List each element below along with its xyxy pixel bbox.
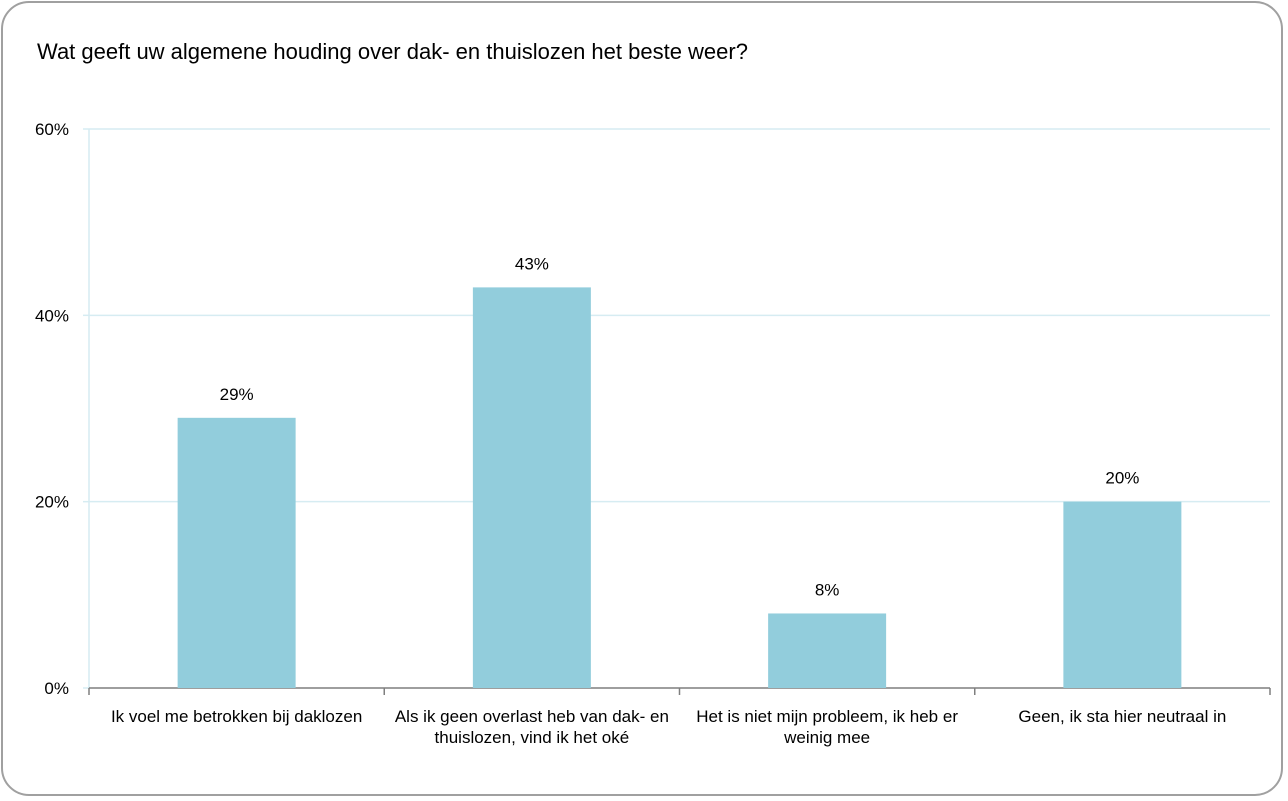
category-label: Het is niet mijn probleem, ik heb er wei… <box>696 707 958 747</box>
category-label: Als ik geen overlast heb van dak- en thu… <box>394 707 669 747</box>
data-label: 29% <box>220 385 254 404</box>
y-tick-label: 0% <box>44 679 69 698</box>
y-tick-label: 20% <box>35 493 69 512</box>
y-tick-label: 40% <box>35 306 69 325</box>
bar <box>472 287 591 688</box>
bar <box>1063 501 1182 688</box>
bar <box>177 417 296 688</box>
data-label: 43% <box>515 254 549 273</box>
chart-title: Wat geeft uw algemene houding over dak- … <box>37 39 748 64</box>
data-label: 8% <box>815 580 840 599</box>
data-label: 20% <box>1105 469 1139 488</box>
category-label: Ik voel me betrokken bij daklozen <box>110 707 363 726</box>
y-tick-label: 60% <box>35 120 69 139</box>
category-label: Geen, ik sta hier neutraal in <box>1018 707 1227 726</box>
bar <box>768 613 887 688</box>
